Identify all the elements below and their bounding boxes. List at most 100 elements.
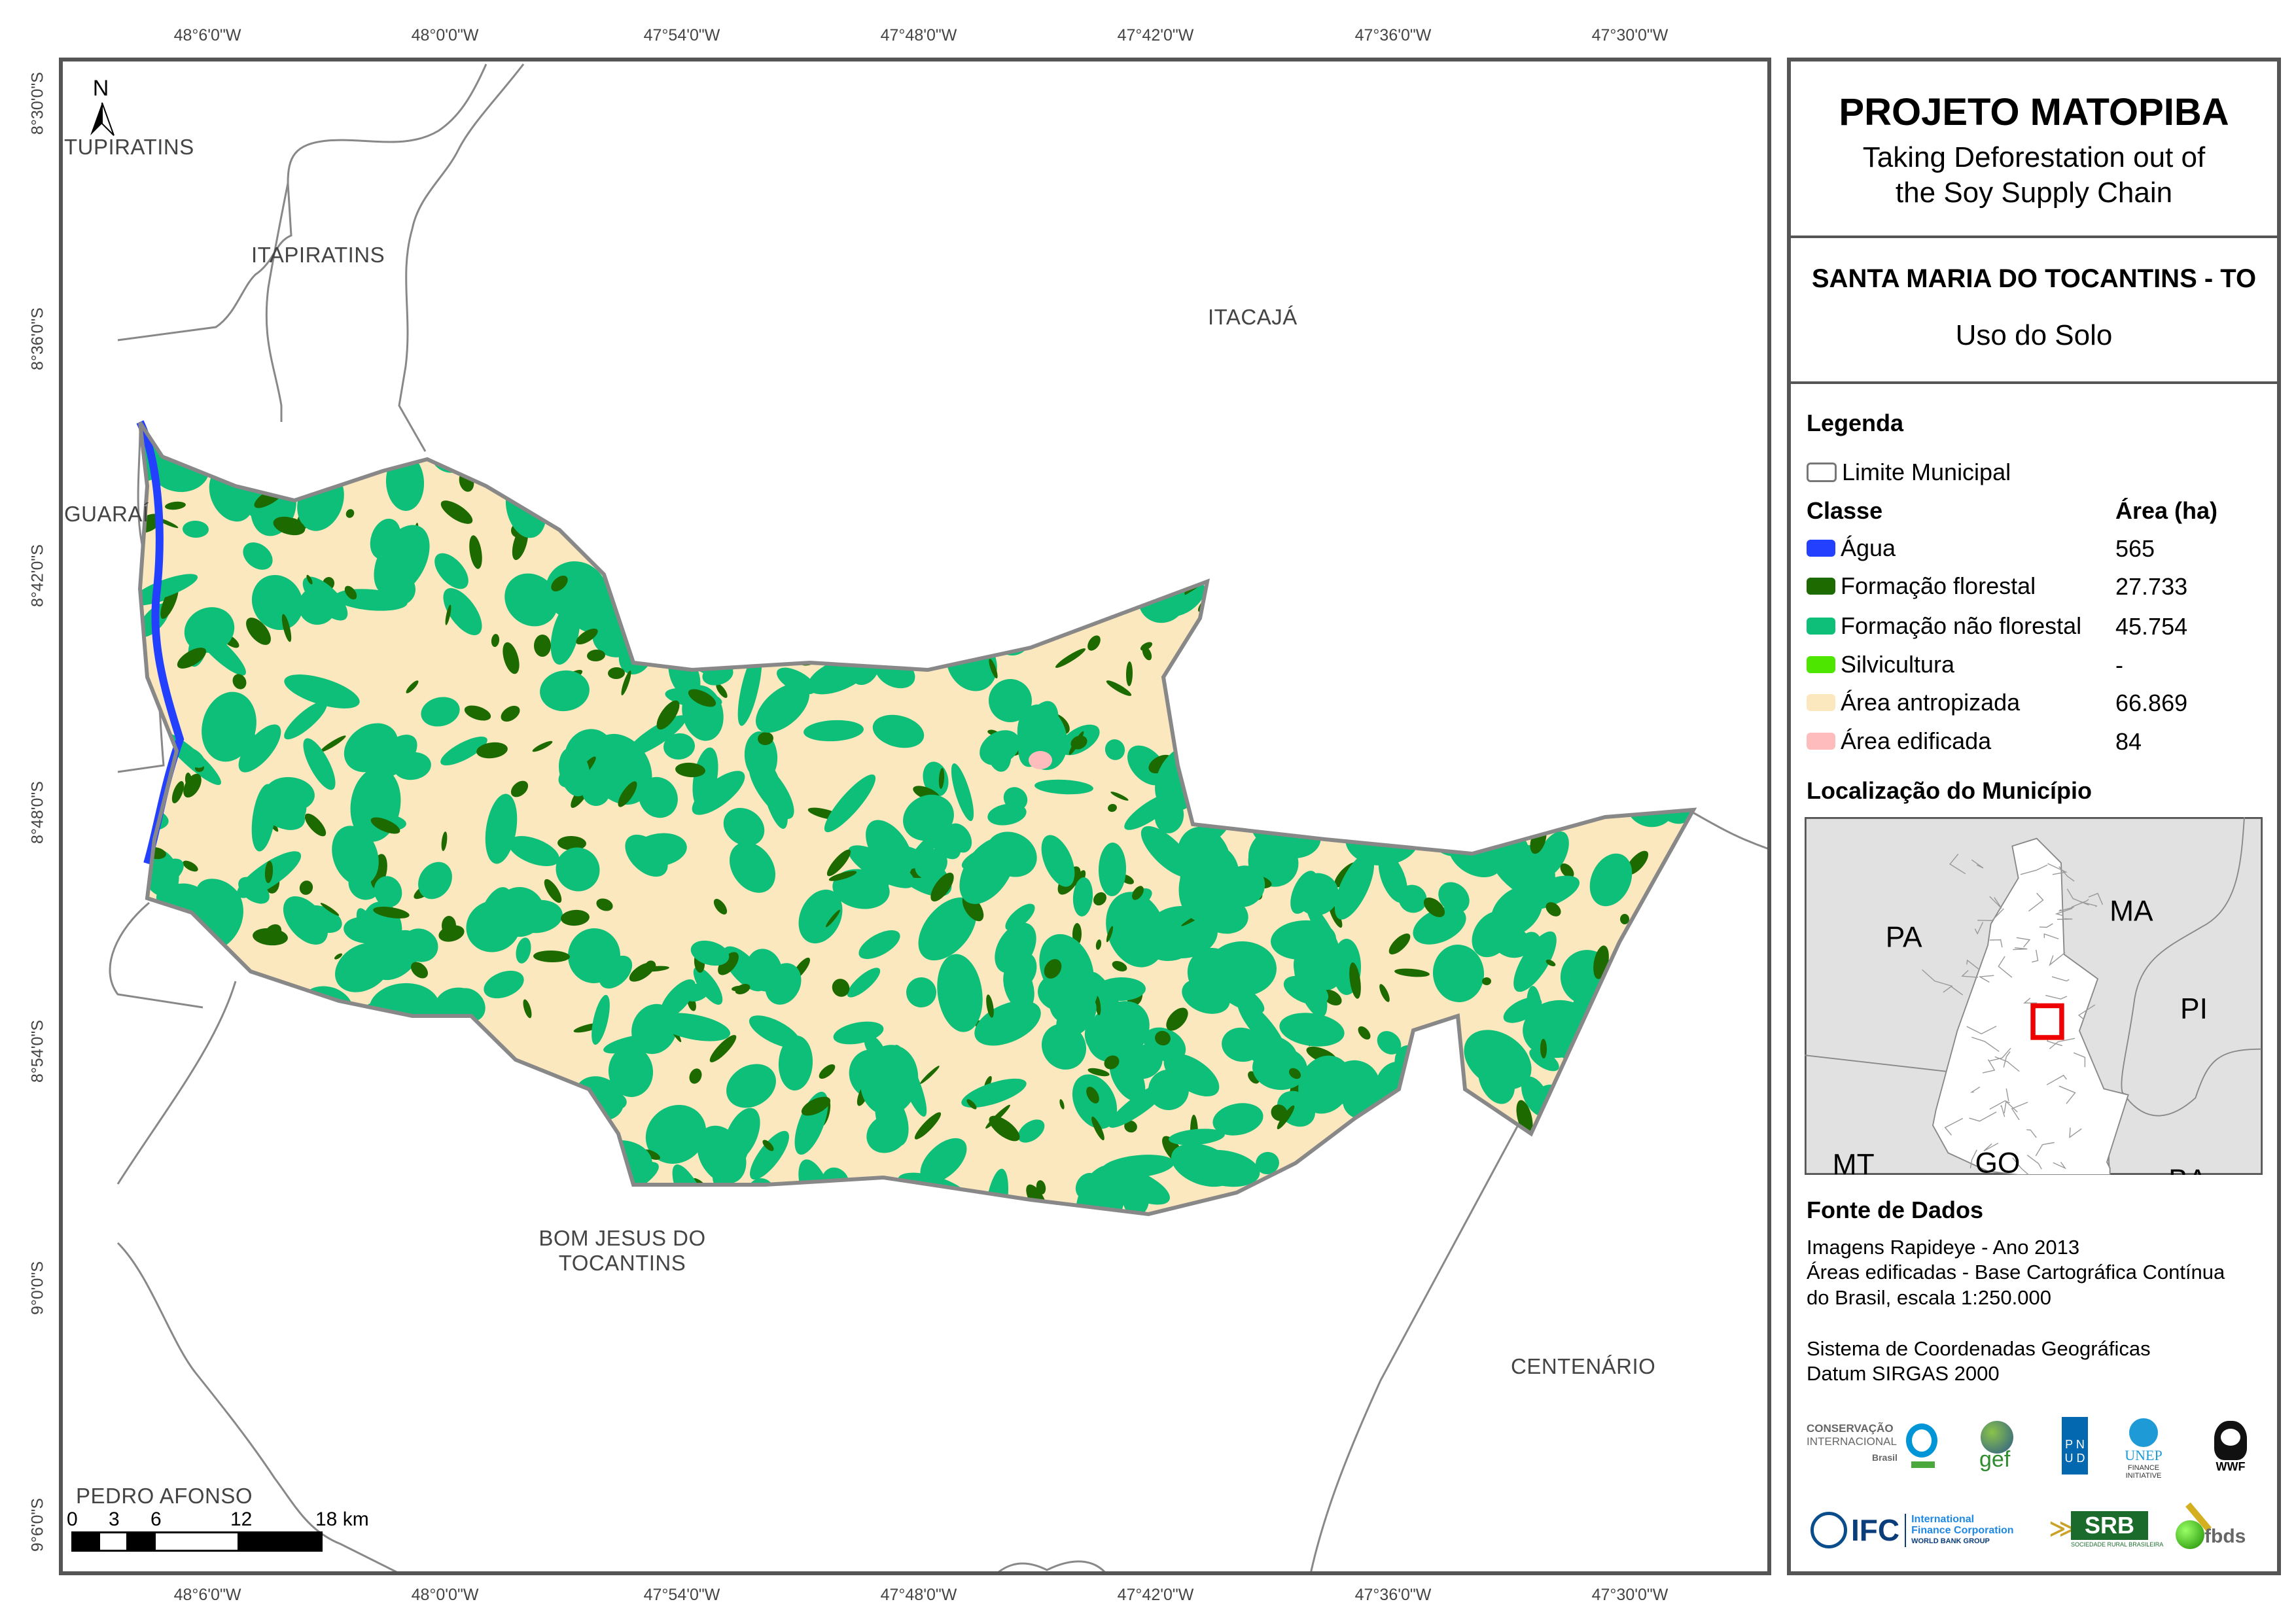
non-forest-patch (756, 423, 797, 460)
non-forest-patch (645, 1105, 707, 1164)
non-forest-patch (440, 736, 487, 766)
forest-patch (828, 871, 857, 881)
non-forest-patch (1391, 462, 1419, 497)
forest-patch (406, 680, 419, 693)
legend-item-boundary: Limite Municipal (1807, 459, 2011, 485)
non-forest-patch (906, 977, 937, 1007)
forest-patch (167, 1208, 198, 1214)
non-forest-patch (1654, 672, 1693, 734)
forest-patch (306, 574, 313, 585)
non-forest-patch (1612, 966, 1639, 1007)
inset-municipality-line (1978, 975, 1994, 983)
forest-patch (1087, 475, 1103, 481)
forest-patch (344, 585, 357, 600)
boundary-line (109, 901, 203, 1009)
non-forest-patch (726, 1064, 776, 1108)
non-forest-patch (689, 499, 716, 528)
non-forest-patch (1661, 563, 1693, 637)
forest-patch (232, 674, 247, 689)
forest-patch (1031, 523, 1043, 537)
forest-patch (985, 619, 1021, 632)
class-swatch (1807, 656, 1835, 673)
left-tick-label: 8°48'0"S (28, 781, 47, 844)
forest-patch (1303, 538, 1315, 550)
non-forest-patch (1383, 539, 1426, 590)
forest-patch (1222, 480, 1234, 486)
forest-patch (1049, 574, 1058, 591)
forest-patch (1460, 826, 1472, 837)
forest-patch (1409, 1161, 1428, 1180)
forest-patch (709, 1035, 737, 1062)
forest-patch (1631, 1169, 1644, 1181)
forest-patch (833, 1209, 854, 1214)
forest-patch (741, 584, 752, 603)
non-forest-patch (1408, 769, 1430, 793)
forest-patch (1255, 1200, 1271, 1214)
place-label-guarai: GUARAÍ (64, 502, 149, 526)
bottom-tick-label: 47°36'0"W (1354, 1586, 1432, 1604)
scale-segment (156, 1533, 238, 1550)
forest-patch (762, 1140, 774, 1151)
forest-patch (1640, 771, 1667, 780)
non-forest-patch (913, 579, 950, 627)
forest-patch (559, 1136, 569, 1149)
inset-municipality-line (1966, 959, 1979, 969)
inset-municipality-line (2004, 1100, 2010, 1113)
non-forest-patch (729, 842, 776, 893)
non-forest-patch (989, 679, 1032, 722)
inset-municipality-line (2026, 1155, 2042, 1170)
forest-patch (441, 831, 448, 851)
forest-patch (771, 473, 791, 490)
forest-patch (1422, 1191, 1430, 1200)
inset-municipality-line (2047, 863, 2068, 875)
panda-icon (2214, 1421, 2247, 1460)
forest-patch (165, 501, 186, 510)
class-label: Área edificada (1841, 727, 1992, 754)
forest-patch (332, 1091, 340, 1096)
top-tick-label: 47°30'0"W (1591, 26, 1669, 44)
non-forest-patch (815, 423, 868, 466)
forest-patch (1276, 691, 1281, 699)
forest-patch (497, 1211, 506, 1214)
project-subtitle-line2: the Soy Supply Chain (1895, 177, 2173, 209)
ci-ring-icon (1906, 1423, 1937, 1457)
inset-municipality-line (1989, 1047, 2011, 1062)
forest-patch (1545, 902, 1561, 916)
non-forest-patch (1509, 1143, 1576, 1183)
non-forest-patch (1378, 853, 1408, 903)
non-forest-patch (932, 601, 969, 648)
non-forest-patch (1430, 692, 1466, 713)
non-forest-patch (1148, 1070, 1189, 1110)
forest-patch (1557, 637, 1568, 649)
location-inset-map: PA MA PI MT BA GO (1805, 817, 2263, 1175)
non-forest-patch (1462, 526, 1492, 563)
class-swatch (1807, 733, 1835, 750)
non-forest-patch (933, 475, 963, 522)
forest-patch (464, 705, 491, 721)
non-forest-patch (879, 430, 911, 489)
non-forest-patch (866, 1114, 908, 1153)
forest-patch (1124, 1120, 1137, 1133)
map-frame[interactable]: N TUPIRATINS ITAPIRATINS ITACAJÁ GUARAÍ … (59, 58, 1771, 1575)
forest-patch (1550, 1209, 1579, 1214)
non-forest-patch (832, 1202, 853, 1214)
scale-label-18: 18 km (315, 1509, 369, 1530)
logo-text: INTERNACIONAL (1807, 1435, 1897, 1448)
forest-patch (1545, 959, 1556, 967)
forest-patch (1216, 501, 1232, 513)
inset-municipality-line (2013, 947, 2028, 951)
non-forest-patch (1034, 779, 1093, 795)
inset-municipality-line (2046, 1074, 2067, 1085)
boundary-swatch (1807, 462, 1837, 482)
map-canvas[interactable] (59, 58, 1771, 1575)
non-forest-patch (140, 1149, 194, 1187)
forest-patch (1405, 1178, 1413, 1198)
non-forest-patch (373, 735, 417, 778)
inset-municipality-line (2039, 923, 2053, 928)
non-forest-patch (582, 778, 610, 806)
forest-patch (845, 534, 856, 555)
forest-patch (986, 994, 994, 1018)
non-forest-patch (484, 970, 524, 999)
forest-patch (1405, 643, 1422, 660)
non-forest-patch (508, 835, 559, 867)
